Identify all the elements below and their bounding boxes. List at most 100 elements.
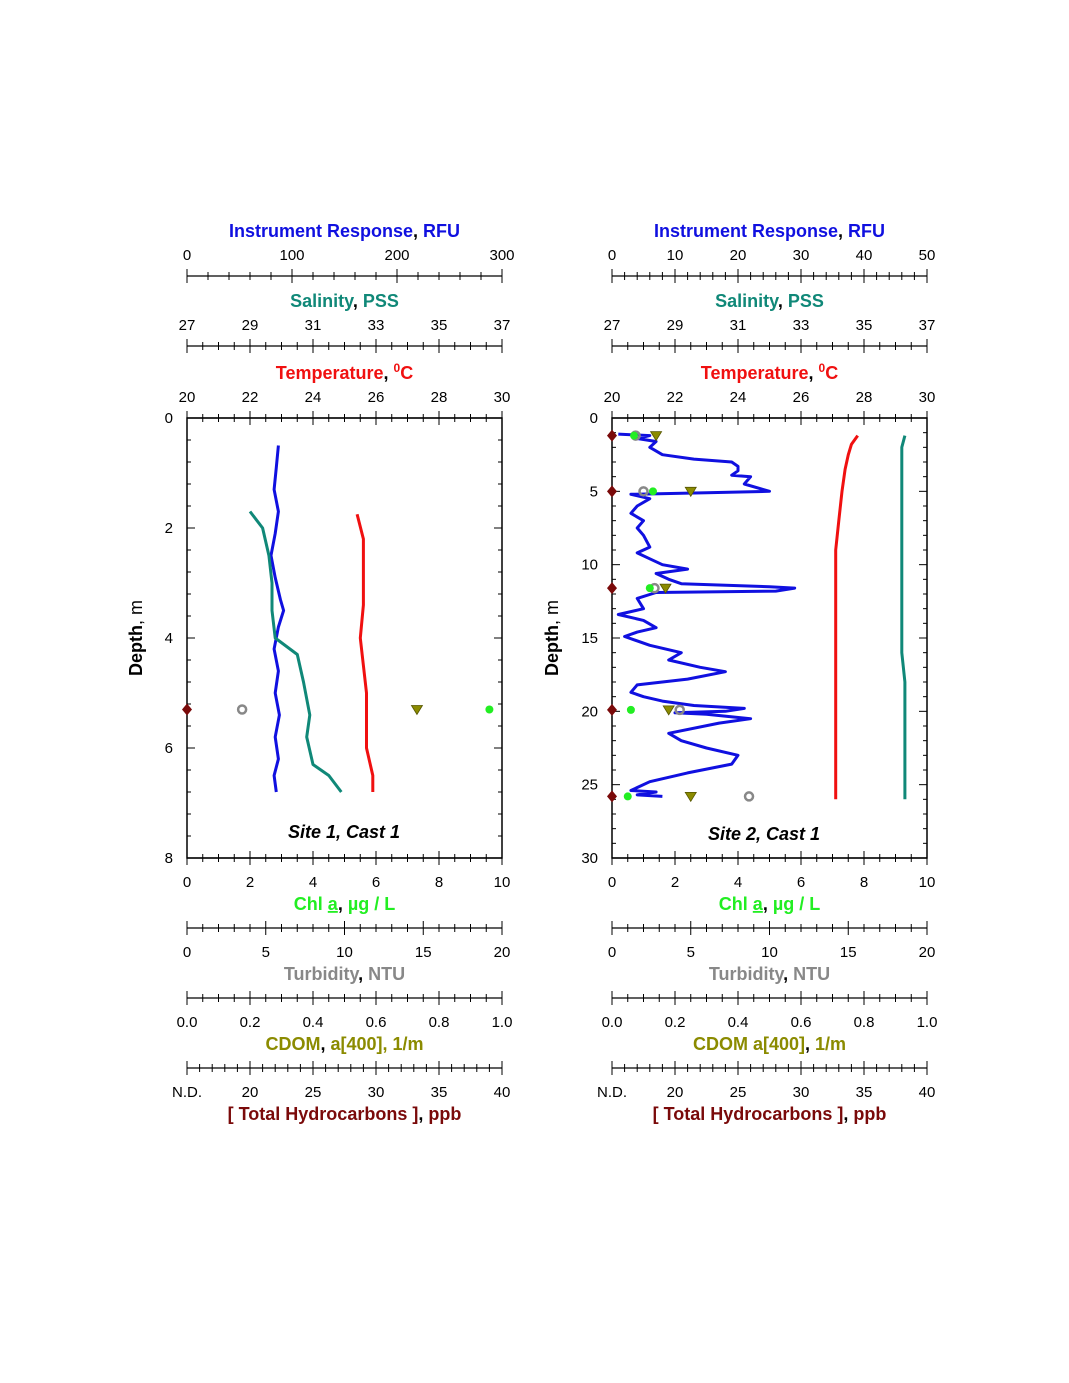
rfu-axis: 0 10 20 30 40 50 Instrument Response, RFU (608, 221, 936, 283)
axis-title-unit: µg / L (768, 894, 820, 914)
cdom-samples-marker (684, 792, 697, 803)
axis-title-name: Chl (719, 894, 753, 914)
x-tick-label: 10 (494, 874, 511, 891)
y-axis-title-unit: , m (542, 600, 562, 625)
x-tick-label: 0.4 (303, 1014, 324, 1031)
x-tick-label: 6 (372, 874, 380, 891)
x-tick-label: 0.2 (240, 1014, 261, 1031)
x-tick-label: 27 (179, 317, 196, 334)
x-tick-label: 0 (183, 944, 191, 961)
axis-title-sep: , (353, 291, 358, 311)
axis-title: Chl a, µg / L (719, 894, 820, 914)
site-annotation: Site 2, Cast 1 (708, 824, 820, 844)
chl-samples-marker (626, 705, 635, 714)
x-tick-label: 0 (608, 874, 616, 891)
axis-title: Temperature, 0C (276, 361, 413, 383)
x-tick-label: 25 (305, 1084, 322, 1101)
axis-title-sep: , (338, 894, 343, 914)
x-tick-label: 200 (384, 247, 409, 264)
x-tick-label: 0 (183, 874, 191, 891)
x-tick-label: 35 (431, 317, 448, 334)
y-tick-label: 6 (165, 740, 173, 757)
chl-samples-marker (648, 487, 657, 496)
x-tick-label: 20 (667, 1084, 684, 1101)
cdom-axis: 0.0 0.2 0.4 0.6 0.8 1.0 CDOM, a[400], 1/m (177, 991, 513, 1054)
axis-title-name-part: a (753, 894, 764, 914)
cdom-sample-marker (410, 705, 424, 716)
cdom-samples-marker (662, 705, 675, 716)
x-tick-label: N.D. (172, 1084, 202, 1101)
axis-title-name-part: a (328, 894, 339, 914)
x-tick-label: 33 (793, 317, 810, 334)
x-tick-label: 2 (246, 874, 254, 891)
axis-title-unit: RFU (843, 221, 885, 241)
chl-samples-marker (630, 431, 639, 440)
axis-title: Temperature, 0C (701, 361, 838, 383)
hydrocarbons-samples-marker (607, 429, 617, 442)
x-tick-label: 35 (856, 1084, 873, 1101)
chl-axis: 0 2 4 6 8 10 Chl a, µg / L (608, 851, 935, 914)
y-tick-label: 8 (165, 850, 173, 867)
x-tick-label: 30 (919, 389, 936, 406)
hydrocarbons-samples-marker (607, 485, 617, 498)
x-tick-label: 28 (431, 389, 448, 406)
salinity-axis: 27 29 31 33 35 37 Salinity, PSS (179, 291, 510, 353)
axis-title-name: [ Total Hydrocarbons ] (653, 1104, 844, 1124)
x-tick-label: 35 (856, 317, 873, 334)
x-tick-label: 20 (494, 944, 511, 961)
axis-title-name: CDOM a[400] (693, 1034, 805, 1054)
axis-title-unit: NTU (788, 964, 830, 984)
cdom-samples-marker (649, 431, 663, 442)
x-tick-label: 30 (793, 247, 810, 264)
salinity-profile-line (248, 510, 343, 793)
x-tick-label: 37 (919, 317, 936, 334)
y-tick-label: 4 (165, 630, 173, 647)
chl-samples-marker (623, 792, 632, 801)
x-tick-label: 0.0 (177, 1014, 198, 1031)
plot-frame (611, 417, 928, 859)
x-tick-label: 30 (368, 1084, 385, 1101)
axis-title-sep: , (843, 1104, 848, 1124)
plot-area (616, 432, 907, 800)
temperature-profile-line (834, 434, 859, 800)
axis-title-unit: a[400], 1/m (325, 1034, 423, 1054)
x-tick-label: 35 (431, 1084, 448, 1101)
axis-title-sep: , (783, 964, 788, 984)
rfu-profile-line (269, 445, 286, 793)
chl-axis: 0 2 4 6 8 10 Chl a, µg / L (183, 851, 511, 914)
temperature-profile-line (355, 513, 375, 792)
x-tick-label: 6 (797, 874, 805, 891)
axis-title-unit: , (384, 363, 394, 383)
x-tick-label: 22 (242, 389, 259, 406)
x-tick-label: 22 (667, 389, 684, 406)
turbidity-axis: 0 5 10 15 20 Turbidity, NTU (183, 921, 511, 984)
axis-title-sep: , (358, 964, 363, 984)
y-tick-label: 20 (581, 703, 598, 720)
axis-title-sep: , (805, 1034, 810, 1054)
axis-title-name: Chl (294, 894, 328, 914)
turbidity-samples-marker (674, 704, 685, 716)
site-annotation: Site 1, Cast 1 (288, 822, 400, 842)
y-axis-title-name: Depth (126, 625, 146, 676)
x-tick-label: N.D. (597, 1084, 627, 1101)
axis-title: Turbidity, NTU (709, 964, 830, 984)
x-tick-label: 0.6 (791, 1014, 812, 1031)
axis-title: Salinity, PSS (290, 291, 399, 311)
x-tick-label: 50 (919, 247, 936, 264)
x-tick-label: 0.8 (854, 1014, 875, 1031)
axis-title-name: CDOM (265, 1034, 320, 1054)
y-tick-label: 0 (590, 410, 598, 427)
y-axis-title: Depth, m (542, 600, 562, 676)
axis-title-unit: ppb (848, 1104, 886, 1124)
x-tick-label: 0.0 (602, 1014, 623, 1031)
x-tick-label: 15 (415, 944, 432, 961)
x-tick-label: 4 (734, 874, 742, 891)
x-tick-label: 26 (368, 389, 385, 406)
axis-title: Instrument Response, RFU (654, 221, 885, 241)
x-tick-label: 1.0 (492, 1014, 513, 1031)
axis-title-name: [ Total Hydrocarbons ] (228, 1104, 419, 1124)
x-tick-label: 0 (608, 247, 616, 264)
chl-samples-marker (645, 584, 654, 593)
axis-title: CDOM, a[400], 1/m (265, 1034, 423, 1054)
